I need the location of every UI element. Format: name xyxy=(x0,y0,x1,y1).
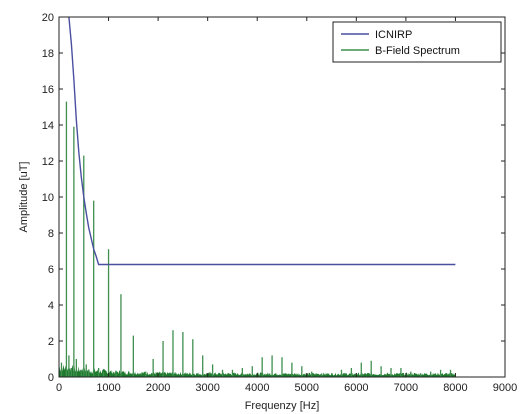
x-tick-label: 2000 xyxy=(146,382,170,394)
x-tick-label: 8000 xyxy=(443,382,467,394)
x-tick-label: 5000 xyxy=(295,382,319,394)
y-tick-label: 20 xyxy=(42,12,54,24)
y-tick-label: 14 xyxy=(42,120,54,132)
y-tick-label: 2 xyxy=(48,336,54,348)
y-tick-label: 0 xyxy=(48,372,54,384)
x-tick-label: 0 xyxy=(56,382,62,394)
x-tick-label: 7000 xyxy=(394,382,418,394)
legend-box xyxy=(332,21,502,63)
y-axis-label: Amplitude [uT] xyxy=(18,162,30,233)
x-tick-label: 3000 xyxy=(195,382,219,394)
series-layer xyxy=(60,16,456,377)
icnirp-line xyxy=(68,16,456,266)
y-axis: 0 2 4 6 8 10 12 14 16 18 20 xyxy=(42,12,505,384)
x-tick-label: 1000 xyxy=(96,382,120,394)
y-tick-label: 8 xyxy=(48,228,54,240)
legend-label-icnirp: ICNIRP xyxy=(375,29,412,41)
x-tick-label: 6000 xyxy=(344,382,368,394)
y-tick-label: 18 xyxy=(42,48,54,60)
legend: ICNIRP B-Field Spectrum xyxy=(332,21,502,63)
y-tick-label: 16 xyxy=(42,84,54,96)
x-tick-label: 4000 xyxy=(245,382,269,394)
y-tick-label: 12 xyxy=(42,156,54,168)
y-tick-label: 4 xyxy=(48,300,54,312)
y-tick-label: 6 xyxy=(48,264,54,276)
legend-label-b-field-spectrum: B-Field Spectrum xyxy=(375,45,460,57)
x-axis: 0 1000 2000 3000 4000 5000 6000 7000 8000 9000 xyxy=(56,17,517,394)
x-axis-label: Frequenzy [Hz] xyxy=(245,400,320,412)
y-tick-label: 10 xyxy=(42,192,54,204)
x-tick-label: 9000 xyxy=(493,382,517,394)
